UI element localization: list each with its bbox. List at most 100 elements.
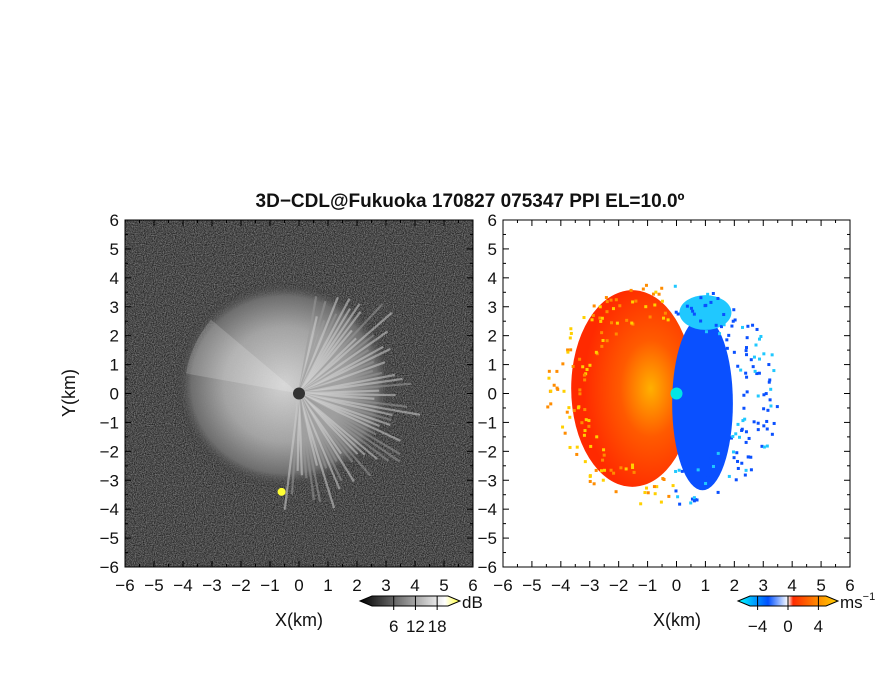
reflectivity-xtick-label: 5 — [439, 576, 448, 595]
velocity-pixel — [735, 451, 739, 455]
velocity-pixel — [614, 490, 618, 494]
velocity-pixel — [714, 323, 718, 327]
velocity-pixel — [692, 496, 696, 500]
velocity-pixel — [660, 299, 664, 303]
velocity-pixel — [594, 350, 598, 354]
velocity-pixel — [762, 393, 766, 397]
velocity-colorbar-unit-base: ms — [840, 593, 863, 612]
velocity-pixel — [762, 445, 766, 449]
velocity-pixel — [699, 319, 703, 323]
velocity-pixel — [727, 333, 731, 337]
velocity-xtick-label: 4 — [787, 576, 796, 595]
velocity-pixel — [612, 471, 616, 475]
velocity-pixel — [590, 318, 594, 322]
velocity-pixel — [646, 491, 650, 495]
velocity-pixel — [639, 502, 643, 506]
velocity-pixel — [655, 485, 659, 489]
velocity-pixel — [712, 468, 716, 472]
reflectivity-ytick-label: −3 — [100, 471, 119, 490]
velocity-pixel — [692, 312, 696, 316]
velocity-pixel — [583, 408, 587, 412]
velocity-xtick-label: 5 — [816, 576, 825, 595]
velocity-xtick-label: 1 — [701, 576, 710, 595]
velocity-pixel — [645, 486, 649, 490]
velocity-colorbar-unit: ms−1 — [840, 591, 875, 612]
velocity-pixel — [588, 479, 592, 483]
velocity-pixel — [602, 448, 606, 452]
velocity-xtick-label: 0 — [672, 576, 681, 595]
velocity-pixel — [563, 431, 567, 435]
velocity-pixel — [715, 457, 719, 461]
reflectivity-ytick-label: 1 — [110, 356, 119, 375]
velocity-pixel — [602, 453, 606, 457]
velocity-pixel — [582, 316, 586, 320]
velocity-pixel — [552, 383, 556, 387]
velocity-pixel — [699, 296, 703, 300]
velocity-pixel — [757, 357, 761, 361]
velocity-pixel — [677, 468, 681, 472]
echo-streak — [283, 393, 301, 510]
velocity-pixel — [709, 300, 713, 304]
reflectivity-ytick-label: 6 — [110, 211, 119, 230]
velocity-pixel — [588, 474, 592, 478]
velocity-pixel — [547, 369, 551, 373]
velocity-pixel — [595, 435, 599, 439]
velocity-pixel — [663, 311, 667, 315]
velocity-pixel — [566, 348, 570, 352]
velocity-pixel — [587, 419, 591, 423]
velocity-pixel — [666, 318, 670, 322]
velocity-pixel — [565, 410, 569, 414]
velocity-pixel — [614, 332, 618, 336]
velocity-pixel — [743, 473, 747, 477]
velocity-pixel — [768, 398, 772, 402]
velocity-pixel — [629, 288, 633, 292]
velocity-pixel — [611, 307, 615, 311]
velocity-pixel — [739, 368, 743, 372]
velocity-pixel — [730, 324, 734, 328]
velocity-ytick-label: 3 — [488, 298, 497, 317]
reflectivity-xtick-label: −4 — [173, 576, 192, 595]
velocity-pixel — [733, 318, 737, 322]
velocity-pixel — [772, 421, 776, 425]
velocity-pixel — [598, 316, 602, 320]
velocity-pixel — [731, 434, 735, 438]
velocity-pixel — [689, 306, 693, 310]
velocity-field — [546, 283, 779, 506]
velocity-ytick-label: 4 — [488, 269, 497, 288]
reflectivity-colorbar-unit: dB — [462, 593, 483, 612]
velocity-pixel — [680, 469, 684, 473]
reflectivity-ytick-label: 3 — [110, 298, 119, 317]
velocity-pixel — [547, 376, 551, 380]
velocity-toward-region — [672, 316, 733, 491]
velocity-pixel — [718, 332, 722, 336]
velocity-pixel — [706, 457, 710, 461]
velocity-pixel — [751, 323, 755, 327]
velocity-pixel — [689, 501, 693, 505]
velocity-pixel — [749, 358, 753, 362]
velocity-pixel — [578, 388, 582, 392]
velocity-pixel — [711, 464, 715, 468]
velocity-pixel — [546, 405, 550, 409]
velocity-pixel — [643, 491, 647, 495]
velocity-pixel — [631, 465, 635, 469]
velocity-pixel — [572, 409, 576, 413]
velocity-pixel — [676, 495, 680, 499]
velocity-pixel — [568, 445, 572, 449]
velocity-pixel — [725, 338, 729, 342]
velocity-pixel — [762, 352, 766, 356]
velocity-pixel — [716, 490, 720, 494]
velocity-pixel — [711, 291, 715, 295]
velocity-pixel — [653, 492, 657, 496]
velocity-pixel — [599, 319, 603, 323]
velocity-pixel — [632, 470, 636, 474]
velocity-pixel — [744, 440, 748, 444]
velocity-pixel — [609, 298, 613, 302]
velocity-pixel — [756, 421, 760, 425]
reflectivity-xlabel: X(km) — [275, 610, 323, 630]
velocity-pixel — [734, 432, 738, 436]
velocity-pixel — [569, 348, 573, 352]
velocity-pixel — [653, 303, 657, 307]
velocity-ytick-label: 2 — [488, 327, 497, 346]
velocity-xtick-label: −2 — [609, 576, 628, 595]
velocity-pixel — [609, 468, 613, 472]
